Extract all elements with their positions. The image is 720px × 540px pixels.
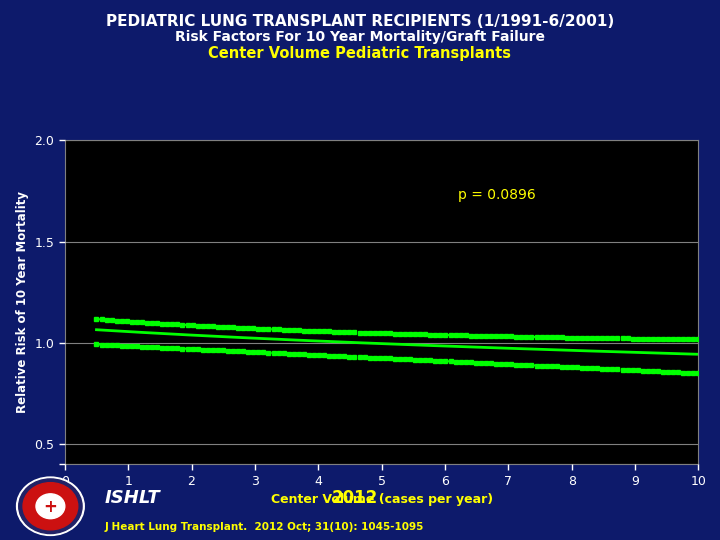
Y-axis label: Relative Risk of 10 Year Mortality: Relative Risk of 10 Year Mortality [16, 191, 29, 414]
X-axis label: Center Volume (cases per year): Center Volume (cases per year) [271, 494, 492, 507]
Text: +: + [43, 498, 58, 516]
Circle shape [19, 479, 82, 534]
Text: J Heart Lung Transplant.  2012 Oct; 31(10): 1045-1095: J Heart Lung Transplant. 2012 Oct; 31(10… [104, 522, 424, 532]
Text: 2012: 2012 [331, 489, 377, 507]
Text: PEDIATRIC LUNG TRANSPLANT RECIPIENTS (1/1991-6/2001): PEDIATRIC LUNG TRANSPLANT RECIPIENTS (1/… [106, 14, 614, 29]
Text: Risk Factors For 10 Year Mortality/Graft Failure: Risk Factors For 10 Year Mortality/Graft… [175, 30, 545, 44]
Text: p = 0.0896: p = 0.0896 [458, 188, 536, 202]
Circle shape [36, 494, 65, 518]
Circle shape [17, 477, 84, 536]
Circle shape [23, 483, 78, 530]
Text: Center Volume Pediatric Transplants: Center Volume Pediatric Transplants [209, 46, 511, 61]
Text: ISHLT: ISHLT [104, 489, 160, 507]
